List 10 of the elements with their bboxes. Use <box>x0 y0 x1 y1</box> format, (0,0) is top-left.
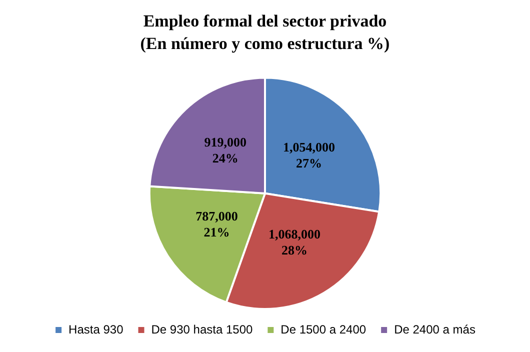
chart-subtitle: (En número y como estructura %) <box>140 34 390 53</box>
legend-label: De 1500 a 2400 <box>280 322 366 336</box>
chart-title: Empleo formal del sector privado <box>143 12 387 31</box>
data-label: 787,000 21% <box>196 208 238 240</box>
data-label: 919,000 24% <box>204 134 247 166</box>
legend-label: Hasta 930 <box>68 322 124 336</box>
data-label: 1,054,000 27% <box>282 139 335 170</box>
data-label: 1,068,000 28% <box>268 226 320 258</box>
legend-label: De 930 hasta 1500 <box>151 322 253 336</box>
legend-label: De 2400 a más <box>394 322 476 336</box>
